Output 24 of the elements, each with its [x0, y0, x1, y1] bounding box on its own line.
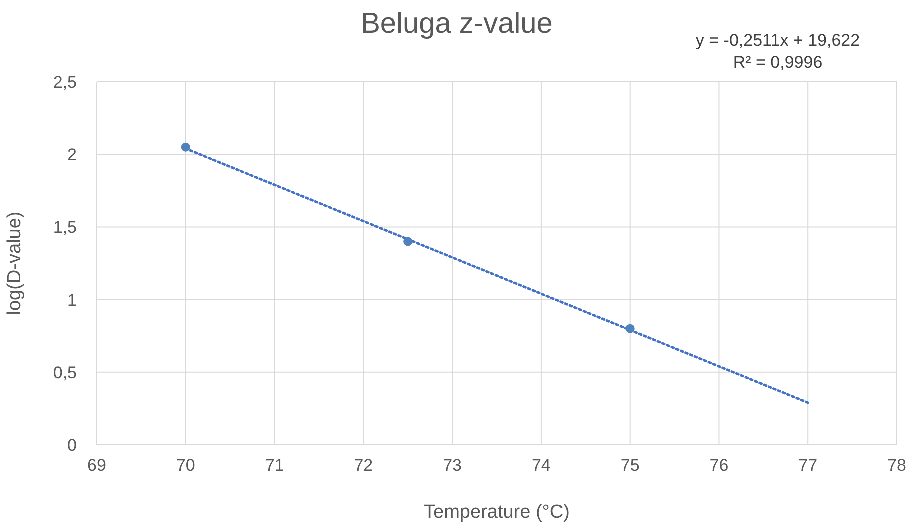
y-tick-label: 1,5	[53, 218, 77, 238]
point	[626, 324, 635, 334]
x-tick-label: 75	[620, 456, 640, 476]
chart-title: Beluga z-value	[361, 8, 553, 40]
x-tick-label: 72	[354, 456, 374, 476]
y-tick-label: 0	[68, 436, 77, 456]
x-tick-label: 71	[265, 456, 284, 476]
x-tick-label: 78	[888, 456, 906, 476]
y-tick-label: 2	[68, 146, 77, 165]
point	[181, 142, 190, 152]
x-tick-label: 70	[176, 456, 196, 476]
x-tick-label: 77	[798, 456, 818, 476]
x-axis-title: Temperature (°C)	[424, 502, 570, 523]
x-tick-label: 76	[710, 456, 729, 476]
y-tick-label: 2,5	[53, 73, 77, 92]
y-tick-label: 0,5	[53, 363, 77, 382]
x-tick-label: 74	[532, 456, 551, 476]
y-axis-title: log(D-value)	[4, 212, 26, 316]
y-tick-label: 1	[68, 290, 77, 310]
text: R² = 0,9996	[733, 53, 823, 72]
x-tick-label: 73	[443, 456, 462, 476]
text: y = -0,2511x + 19,622	[696, 31, 860, 50]
point	[404, 237, 413, 246]
x-tick-label: 69	[88, 456, 106, 476]
